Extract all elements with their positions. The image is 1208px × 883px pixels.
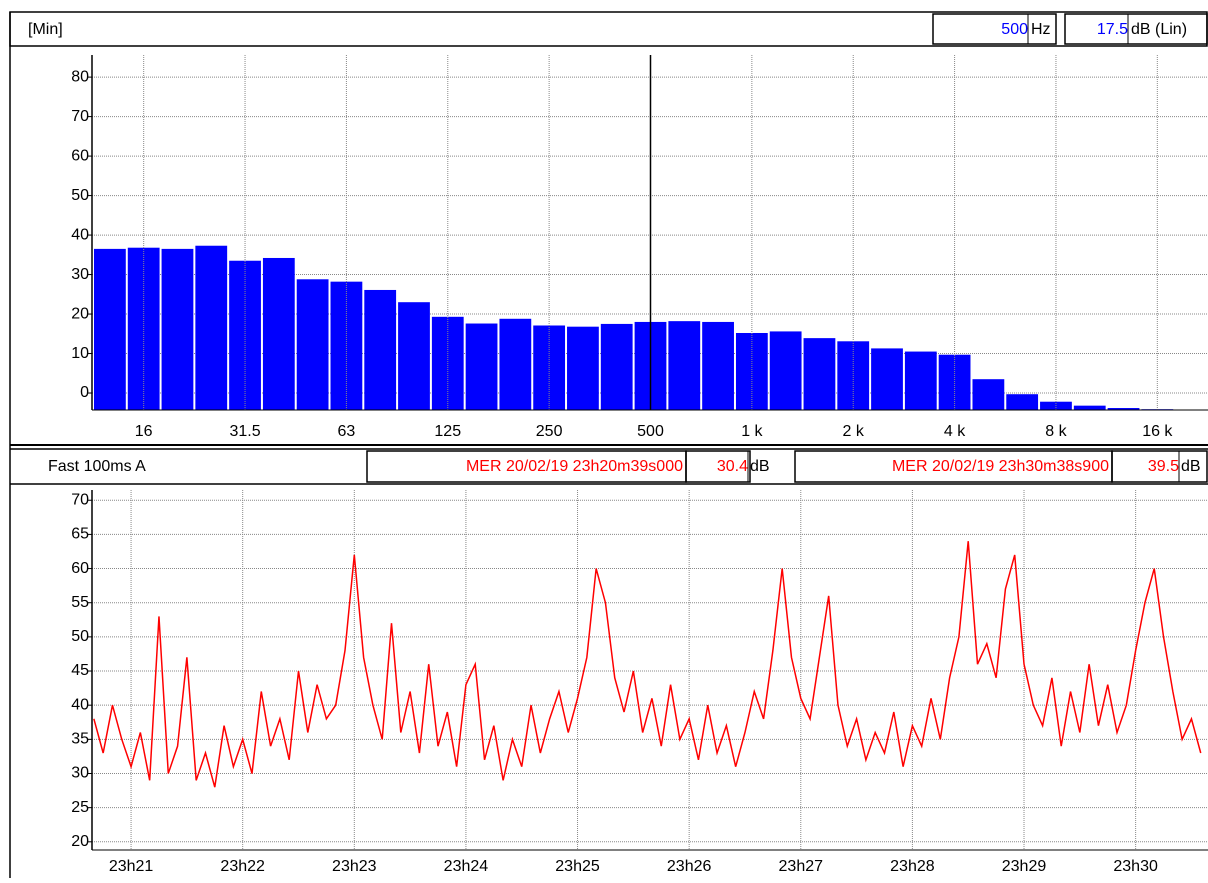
bar [803, 338, 836, 410]
mode-label: [Min] [28, 21, 63, 38]
x-tick-label: 23h30 [1113, 858, 1158, 875]
x-tick-label: 2 k [843, 423, 865, 440]
y-tick-label: 50 [71, 628, 89, 645]
bar [1073, 405, 1106, 410]
bar [161, 248, 194, 410]
x-tick-label: 16 k [1142, 423, 1173, 440]
y-tick-label: 20 [71, 833, 89, 850]
start-level: 30.4 [717, 458, 748, 475]
end-unit: dB [1181, 458, 1201, 475]
x-tick-label: 23h27 [779, 858, 824, 875]
y-tick-label: 80 [71, 68, 89, 85]
bar [871, 348, 903, 410]
bar [94, 248, 126, 410]
cursor-freq: 500 [1001, 21, 1028, 38]
y-tick-label: 40 [71, 226, 89, 243]
x-tick-label: 1 k [741, 423, 763, 440]
bar [702, 321, 734, 410]
end-level: 39.5 [1148, 458, 1179, 475]
bar [972, 379, 1005, 410]
y-tick-label: 35 [71, 731, 89, 748]
y-tick-label: 45 [71, 662, 89, 679]
bar [364, 289, 397, 410]
x-tick-label: 8 k [1045, 423, 1067, 440]
y-tick-label: 50 [71, 187, 89, 204]
start-time: MER 20/02/19 23h20m39s000 [466, 458, 683, 475]
end-level-box [1111, 450, 1208, 483]
x-tick-label: 31.5 [229, 423, 260, 440]
x-tick-label: 500 [637, 423, 664, 440]
bar [668, 321, 701, 410]
y-tick-label: 30 [71, 765, 89, 782]
y-tick-label: 0 [80, 384, 89, 401]
bar [904, 351, 937, 410]
x-tick-label: 23h25 [555, 858, 600, 875]
bar [465, 323, 498, 410]
x-tick-label: 23h22 [220, 858, 265, 875]
bar [769, 331, 802, 410]
y-tick-label: 25 [71, 799, 89, 816]
end-time: MER 20/02/19 23h30m38s900 [892, 458, 1109, 475]
cursor-level: 17.5 [1097, 21, 1128, 38]
start-unit: dB [750, 458, 770, 475]
y-tick-label: 55 [71, 594, 89, 611]
bar [398, 302, 430, 410]
x-tick-label: 125 [434, 423, 461, 440]
y-tick-label: 20 [71, 305, 89, 322]
bar [296, 279, 329, 410]
x-tick-label: 23h26 [667, 858, 712, 875]
start-level-box [685, 450, 751, 483]
bar [262, 257, 295, 410]
level-box [1064, 13, 1208, 45]
bar [1107, 408, 1140, 410]
x-tick-label: 63 [338, 423, 356, 440]
y-tick-label: 70 [71, 491, 89, 508]
y-tick-label: 65 [71, 526, 89, 543]
bar [195, 245, 228, 410]
x-tick-label: 23h29 [1002, 858, 1047, 875]
y-tick-label: 60 [71, 147, 89, 164]
y-tick-label: 10 [71, 345, 89, 362]
y-tick-label: 60 [71, 560, 89, 577]
freq-box [932, 13, 1057, 45]
x-tick-label: 250 [536, 423, 563, 440]
bar [127, 247, 160, 410]
x-tick-label: 23h24 [444, 858, 489, 875]
y-tick-label: 30 [71, 266, 89, 283]
x-tick-label: 23h23 [332, 858, 377, 875]
bar [1006, 394, 1039, 410]
x-tick-label: 16 [135, 423, 153, 440]
time-setting: Fast 100ms A [48, 458, 146, 475]
bar [499, 318, 532, 410]
level-trace [93, 541, 1202, 788]
bar [567, 326, 599, 410]
y-tick-label: 40 [71, 696, 89, 713]
x-tick-label: 4 k [944, 423, 966, 440]
freq-unit: Hz [1031, 21, 1051, 38]
y-tick-label: 70 [71, 108, 89, 125]
x-tick-label: 23h21 [109, 858, 154, 875]
level-unit: dB (Lin) [1131, 21, 1187, 38]
x-tick-label: 23h28 [890, 858, 935, 875]
bar [600, 323, 633, 410]
